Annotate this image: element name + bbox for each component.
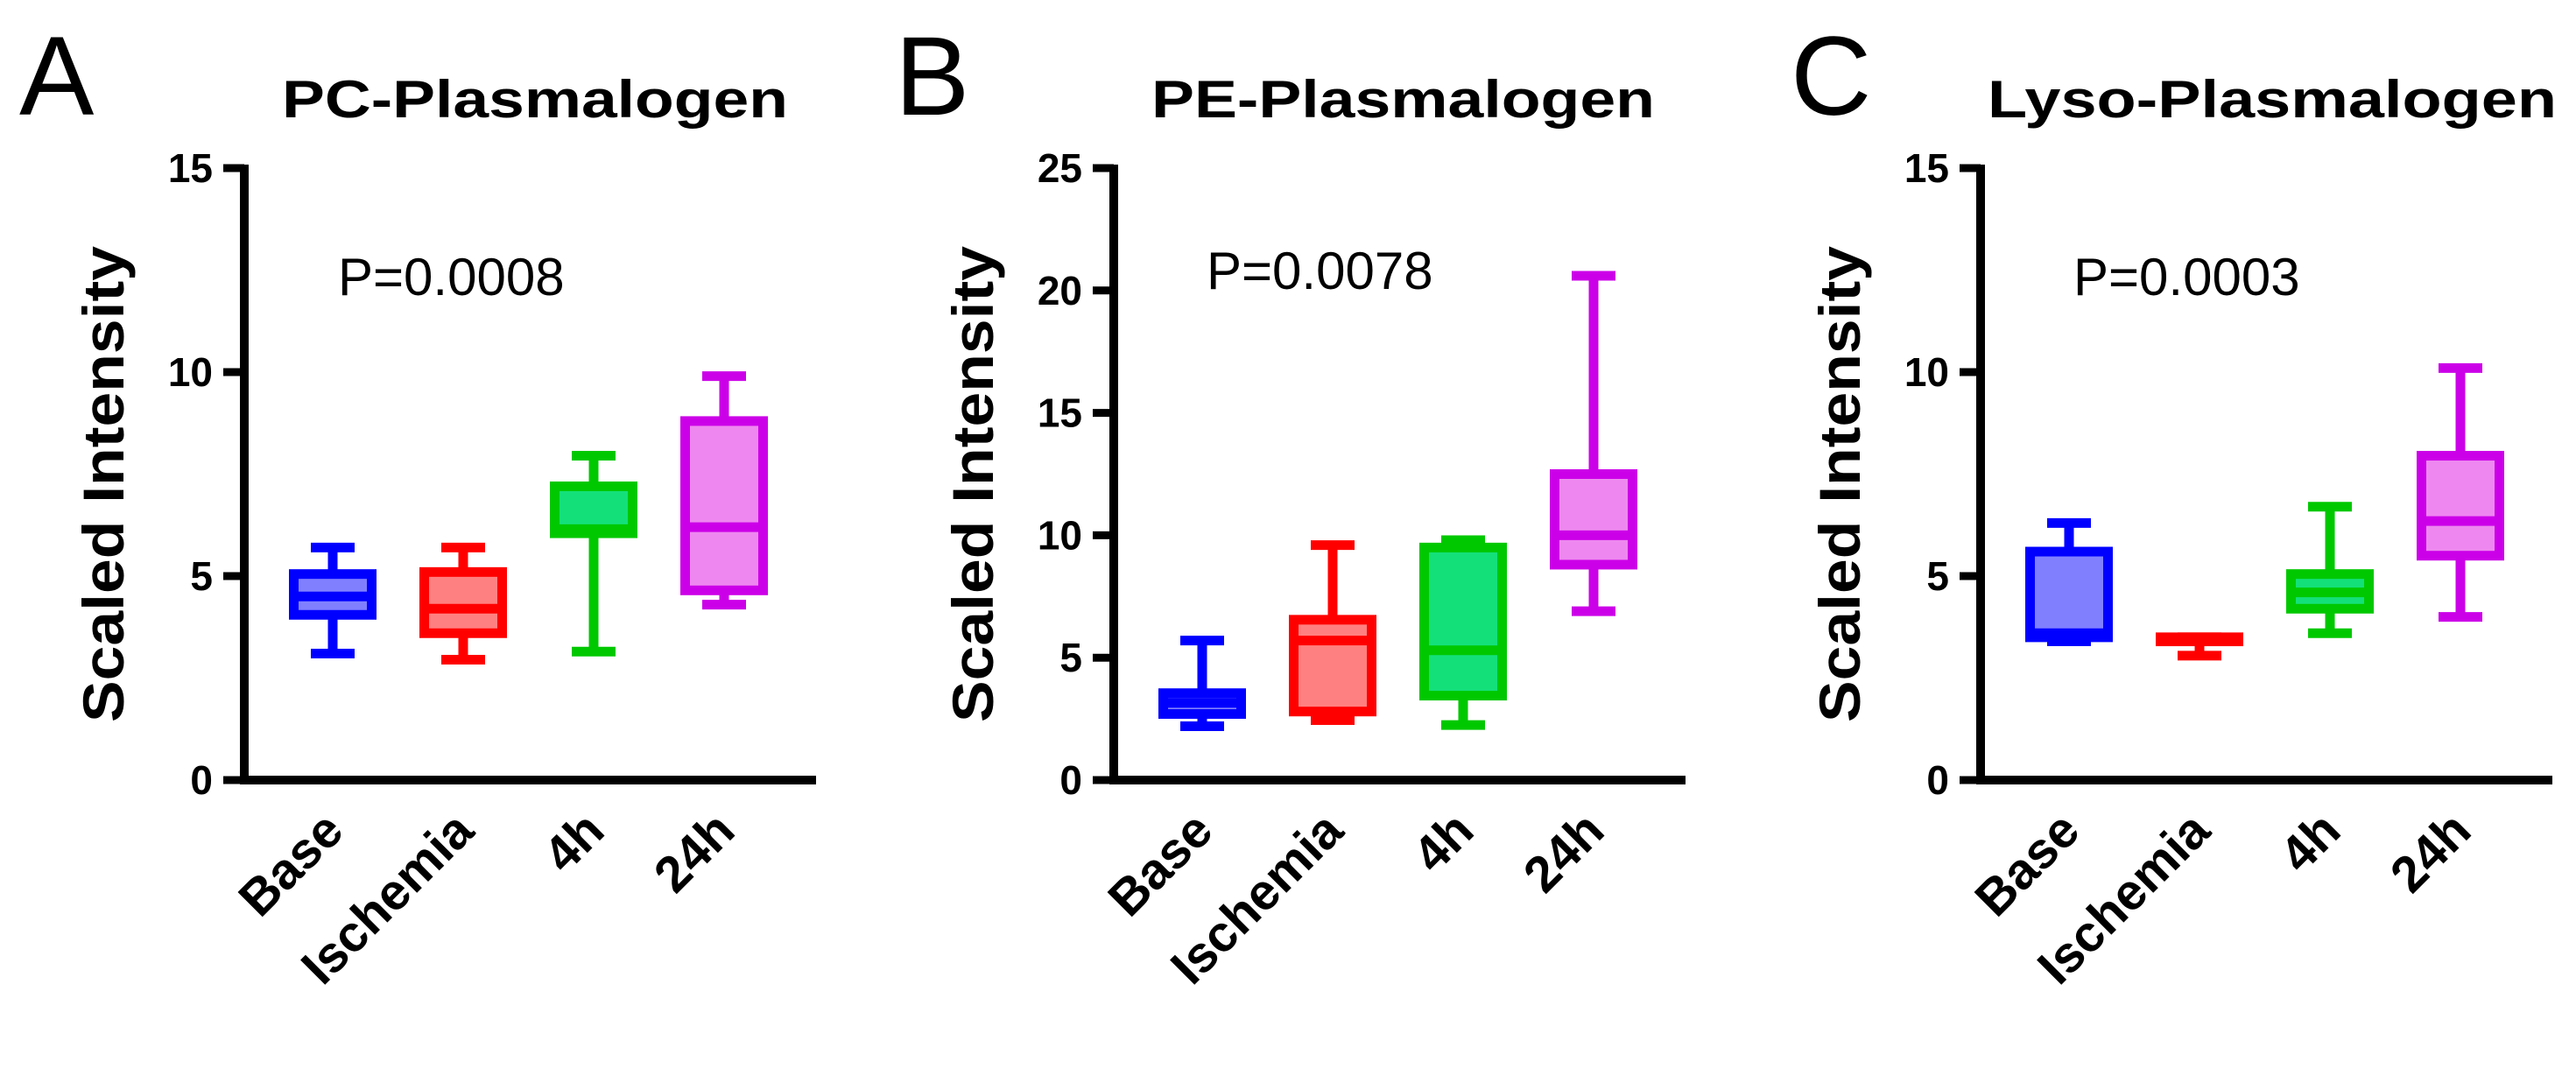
box-ischemia [419,542,507,665]
p-value-annotation: P=0.0003 [2073,248,2300,306]
box-24h [680,371,768,610]
y-tick-label: 0 [190,757,213,803]
chart-title: Lyso-Plasmalogen [1988,70,2557,129]
panel-label: A [19,14,95,139]
iqr-box [1550,469,1637,570]
y-tick-label: 0 [1926,757,1949,803]
panel-label: B [895,14,969,139]
box-4h [550,451,637,657]
panel-label: C [1791,14,1871,139]
box-24h [1550,271,1637,616]
chart-title: PC-Plasmalogen [282,70,788,129]
y-tick-label: 10 [1038,512,1082,558]
y-axis-label: Scaled Intensity [1807,246,1872,722]
y-tick-label: 15 [1904,145,1949,191]
y-axis-label: Scaled Intensity [940,246,1005,722]
y-tick-label: 5 [190,553,213,599]
box-ischemia [2156,632,2243,661]
p-value-annotation: P=0.0008 [338,248,565,306]
iqr-box [680,416,768,595]
y-axis-label: Scaled Intensity [71,246,136,722]
y-tick-label: 10 [1904,349,1949,395]
iqr-box [2025,546,2113,643]
iqr-box [1289,615,1376,717]
box-4h [2286,502,2374,638]
y-tick-label: 5 [1926,553,1949,599]
y-tick-label: 10 [168,349,213,395]
y-tick-label: 25 [1038,145,1082,191]
box-base [2025,517,2113,647]
iqr-box [2417,451,2504,561]
box-24h [2417,362,2504,622]
box-base [1158,636,1246,731]
chart-title: PE-Plasmalogen [1151,70,1655,129]
box-4h [1419,535,1507,730]
y-tick-label: 0 [1059,757,1082,803]
box-base [289,542,377,659]
y-tick-label: 15 [1038,390,1082,436]
box-ischemia [1289,540,1376,725]
y-tick-label: 5 [1059,635,1082,680]
iqr-box [419,566,507,638]
p-value-annotation: P=0.0078 [1207,242,1433,300]
iqr-box [1419,542,1507,701]
y-tick-label: 20 [1038,268,1082,313]
y-tick-label: 15 [168,145,213,191]
